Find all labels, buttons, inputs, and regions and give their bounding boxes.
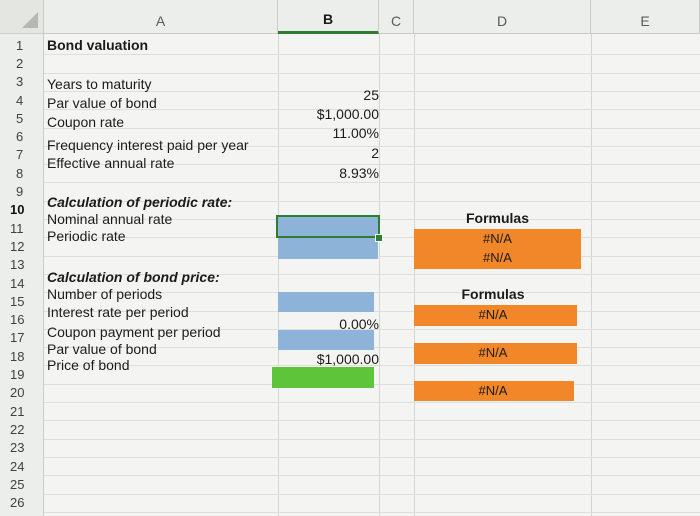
cell-d14[interactable]: Formulas <box>461 286 525 302</box>
cell-a3[interactable]: Years to maturity <box>47 76 152 92</box>
cell-a1[interactable]: Bond valuation <box>47 37 149 53</box>
row-header-10[interactable]: 10 <box>10 202 25 218</box>
row-header-19[interactable]: 19 <box>10 367 25 383</box>
cell-d17-formula[interactable] <box>414 343 577 364</box>
cell-a6[interactable]: Frequency interest paid per year <box>47 137 249 153</box>
column-header-a[interactable]: A <box>44 0 278 34</box>
row-header-4[interactable]: 4 <box>16 92 24 108</box>
row-header-9[interactable]: 9 <box>16 184 24 200</box>
gridline <box>44 438 700 440</box>
gridline <box>44 493 700 495</box>
row-header-22[interactable]: 22 <box>10 421 25 437</box>
cell-b11-input[interactable] <box>278 237 378 259</box>
gridline <box>44 90 700 92</box>
cell-d19[interactable]: #N/A <box>478 382 508 398</box>
gridline <box>44 54 700 56</box>
cell-d11-d12-formula[interactable] <box>414 229 581 269</box>
active-cell-selection[interactable] <box>276 215 380 238</box>
gridline <box>44 475 700 477</box>
row-header-17[interactable]: 17 <box>10 330 25 346</box>
row-header-25[interactable]: 25 <box>10 476 25 492</box>
cell-b5[interactable]: 11.00% <box>332 125 379 141</box>
row-header-strip <box>0 34 44 516</box>
row-header-8[interactable]: 8 <box>16 165 24 181</box>
gridline <box>44 164 700 166</box>
cell-a18[interactable]: Price of bond <box>47 357 130 373</box>
cell-b18[interactable]: $1,000.00 <box>316 351 379 367</box>
cell-a14[interactable]: Number of periods <box>47 286 163 302</box>
gridline <box>44 182 700 184</box>
column-header-d[interactable]: D <box>414 0 591 34</box>
row-header-23[interactable]: 23 <box>10 440 25 456</box>
cell-a7[interactable]: Effective annual rate <box>47 155 175 171</box>
row-header-18[interactable]: 18 <box>10 348 25 364</box>
gridline <box>44 273 700 275</box>
select-all-icon <box>22 12 38 28</box>
row-header-5[interactable]: 5 <box>16 110 24 126</box>
cell-d17[interactable]: #N/A <box>478 344 508 360</box>
row-header-2[interactable]: 2 <box>16 55 24 71</box>
select-all-corner[interactable] <box>0 0 44 34</box>
cell-b6[interactable]: 2 <box>371 145 379 161</box>
gridline <box>44 145 700 147</box>
row-header-14[interactable]: 14 <box>10 275 25 291</box>
gridline <box>414 34 415 516</box>
column-header-c[interactable]: C <box>379 0 414 34</box>
gridline <box>278 34 279 516</box>
cell-a15[interactable]: Interest rate per period <box>47 304 189 320</box>
cell-a17[interactable]: Par value of bond <box>47 341 157 357</box>
cell-a9[interactable]: Calculation of periodic rate: <box>47 194 233 210</box>
gridline <box>44 511 700 513</box>
gridline <box>44 402 700 403</box>
cell-d15[interactable]: #N/A <box>478 306 508 322</box>
gridline <box>44 456 700 458</box>
cell-b10-input[interactable] <box>278 216 378 237</box>
cell-d12[interactable]: #N/A <box>483 249 512 265</box>
row-header-20[interactable]: 20 <box>10 385 25 401</box>
fill-handle[interactable] <box>375 234 383 242</box>
cell-d10[interactable]: Formulas <box>465 210 529 226</box>
row-header-15[interactable]: 15 <box>10 293 25 309</box>
cell-b4[interactable]: $1,000.00 <box>316 106 379 122</box>
cell-d11[interactable]: #N/A <box>483 230 512 246</box>
gridline <box>44 127 700 129</box>
cell-a13[interactable]: Calculation of bond price: <box>47 269 220 285</box>
column-header-e[interactable]: E <box>591 0 700 34</box>
cell-b7[interactable]: 8.93% <box>339 165 379 181</box>
row-header-11[interactable]: 11 <box>10 220 24 236</box>
cell-b18-result[interactable] <box>272 367 374 388</box>
gridline <box>379 34 380 516</box>
gridline <box>44 72 700 74</box>
row-header-24[interactable]: 24 <box>10 458 25 474</box>
cell-a4[interactable]: Par value of bond <box>47 95 157 111</box>
gridline <box>591 34 592 516</box>
row-header-1[interactable]: 1 <box>16 37 24 53</box>
gridline <box>44 365 700 367</box>
gridline <box>44 109 700 111</box>
cell-b16-input[interactable] <box>278 330 374 350</box>
cell-a16[interactable]: Coupon payment per period <box>47 324 221 340</box>
gridline <box>44 420 700 422</box>
row-header-12[interactable]: 12 <box>10 238 25 254</box>
cell-a5[interactable]: Coupon rate <box>47 114 125 130</box>
cell-a10[interactable]: Nominal annual rate <box>47 211 173 227</box>
cell-b16[interactable]: 0.00% <box>339 316 379 332</box>
cell-a11[interactable]: Periodic rate <box>47 228 126 244</box>
row-header-13[interactable]: 13 <box>10 257 25 273</box>
cell-b14-input[interactable] <box>278 292 374 312</box>
row-header-7[interactable]: 7 <box>16 147 24 163</box>
row-header-3[interactable]: 3 <box>16 74 24 90</box>
row-header-26[interactable]: 26 <box>10 495 25 511</box>
gridline <box>44 328 700 330</box>
row-header-16[interactable]: 16 <box>10 312 25 328</box>
gridline <box>44 200 700 202</box>
row-header-6[interactable]: 6 <box>16 129 24 145</box>
row-header-21[interactable]: 21 <box>10 403 25 419</box>
cell-d15-formula[interactable] <box>414 305 577 326</box>
cell-d19-formula[interactable] <box>414 381 574 401</box>
cell-b3[interactable]: 25 <box>363 87 379 103</box>
column-header-b[interactable]: B <box>278 0 379 34</box>
